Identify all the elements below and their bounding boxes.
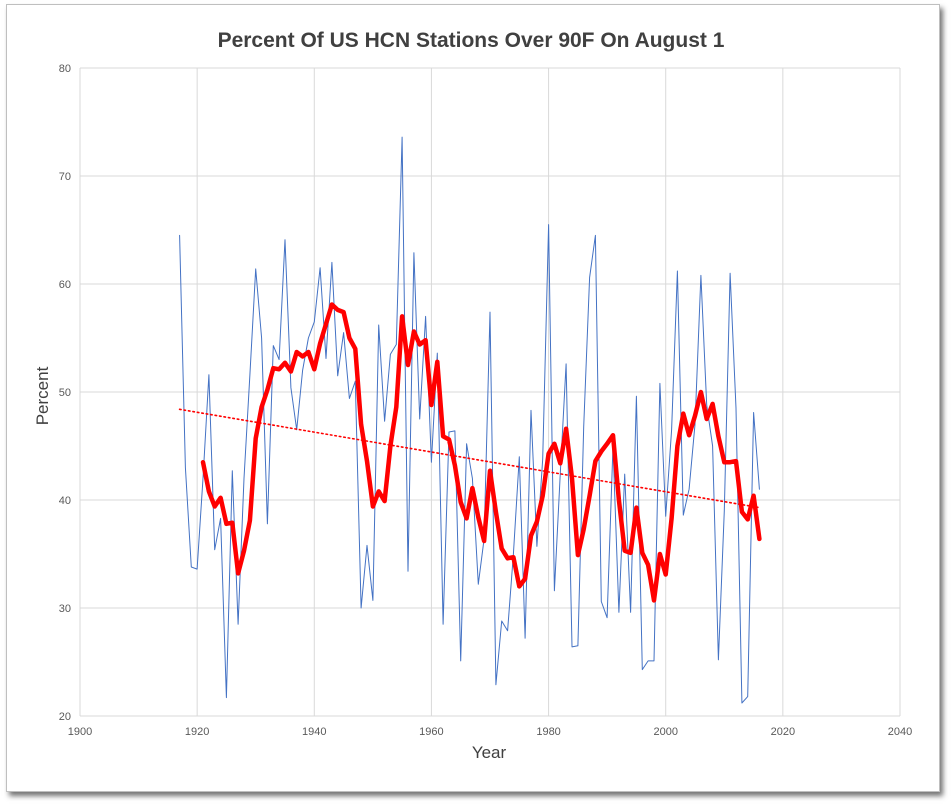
series-layer	[178, 136, 762, 704]
y-tick-label: 20	[59, 711, 71, 723]
y-tick-label: 50	[59, 387, 71, 399]
x-tick-label: 1900	[68, 726, 92, 738]
y-axis-title: Percent	[33, 366, 52, 425]
y-tick-label: 30	[59, 603, 71, 615]
x-tick-label: 2020	[771, 726, 795, 738]
y-tick-label: 60	[59, 279, 71, 291]
x-axis-title: Year	[472, 743, 507, 762]
x-tick-label: 1960	[419, 726, 443, 738]
x-tick-label: 2000	[653, 726, 677, 738]
x-tick-label: 1980	[536, 726, 560, 738]
x-tick-label: 1940	[302, 726, 326, 738]
y-tick-label: 70	[59, 171, 71, 183]
line-chart: Percent Of US HCN Stations Over 90F On A…	[33, 29, 912, 762]
chart-frame: Percent Of US HCN Stations Over 90F On A…	[6, 4, 940, 792]
y-tick-label: 80	[59, 63, 71, 75]
x-tick-label: 2040	[888, 726, 912, 738]
chart-title: Percent Of US HCN Stations Over 90F On A…	[218, 29, 725, 52]
gridlines	[79, 67, 901, 717]
data-series-line	[179, 136, 760, 704]
x-tick-label: 1920	[185, 726, 209, 738]
trend-line	[178, 408, 761, 509]
moving-average-line	[200, 302, 762, 603]
tick-labels: 20 30 40 50 60 70 80 1900 1920 1940 1960 1980 2000 20…	[59, 63, 912, 738]
y-tick-label: 40	[59, 495, 71, 507]
